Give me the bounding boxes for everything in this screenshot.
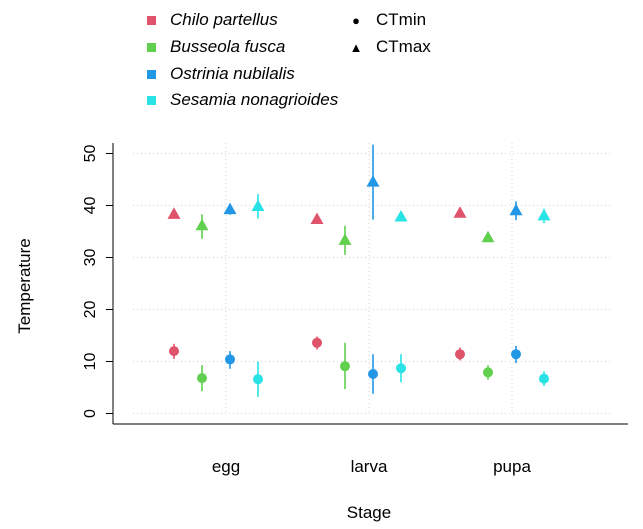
circle-icon: ●: [352, 12, 360, 28]
ctmin-point: [225, 354, 235, 365]
legend-square-icon: [147, 69, 156, 79]
data-marks: [167, 144, 551, 397]
ctmax-point: [251, 199, 265, 212]
legend-square-icon: [147, 95, 156, 105]
legend-label: Chilo partellus: [170, 10, 278, 29]
x-tick-label: larva: [351, 457, 388, 476]
legend: Chilo partellus Busseola fusca Ostrinia …: [0, 0, 643, 120]
legend-item-ctmin: ● CTmin: [348, 9, 426, 31]
y-tick-label: 30: [82, 249, 99, 267]
ctmin-point: [368, 368, 378, 379]
legend-label: Sesamia nonagrioides: [170, 90, 339, 109]
ctmin-point: [396, 363, 406, 374]
legend-square-icon: [147, 42, 156, 52]
legend-label: Ostrinia nubilalis: [170, 64, 295, 83]
legend-label: CTmax: [376, 37, 431, 56]
ctmax-point: [394, 209, 408, 222]
ctmin-point: [455, 349, 465, 360]
ctmax-point: [310, 212, 324, 225]
ctmin-point: [169, 346, 179, 357]
ctmin-point: [511, 349, 521, 360]
x-tick-label: egg: [212, 457, 240, 476]
ctmax-point: [453, 206, 467, 218]
y-tick-label: 50: [82, 145, 99, 163]
legend-item-busseola-fusca: Busseola fusca: [147, 36, 285, 58]
legend-item-sesamia-nonagrioides: Sesamia nonagrioides: [147, 89, 338, 111]
ctmax-point: [167, 207, 181, 219]
ctmin-point: [312, 337, 322, 348]
triangle-icon: ▲: [349, 39, 363, 55]
legend-item-chilo-partellus: Chilo partellus: [147, 9, 278, 31]
legend-square-icon: [147, 15, 156, 25]
ctmin-point: [539, 373, 549, 384]
legend-label: Busseola fusca: [170, 37, 286, 56]
y-tick-label: 40: [82, 197, 99, 215]
ctmin-point: [253, 374, 263, 385]
ctmax-point: [481, 230, 495, 243]
x-axis-label: Stage: [347, 503, 391, 522]
ctmax-point: [537, 208, 551, 221]
legend-item-ostrinia-nubilalis: Ostrinia nubilalis: [147, 63, 295, 85]
y-tick-label: 10: [82, 353, 99, 371]
ctmin-point: [483, 367, 493, 378]
ctmax-point: [195, 218, 209, 231]
ctmin-point: [197, 373, 207, 384]
ctmax-point: [223, 202, 237, 215]
y-tick-label: 20: [82, 301, 99, 319]
legend-item-ctmax: ▲ CTmax: [348, 36, 431, 58]
axes: Temperature Stage 0 10 20 30 40 50 egg larva pup…: [15, 143, 628, 522]
ctmax-point: [509, 203, 523, 216]
ctmax-point: [366, 175, 380, 187]
x-tick-label: pupa: [493, 457, 531, 476]
ctmax-point: [338, 233, 352, 245]
y-tick-label: 0: [82, 409, 99, 418]
y-axis-label: Temperature: [15, 238, 34, 333]
ctmin-point: [340, 361, 350, 372]
legend-label: CTmin: [376, 10, 427, 29]
grid: [133, 143, 610, 414]
